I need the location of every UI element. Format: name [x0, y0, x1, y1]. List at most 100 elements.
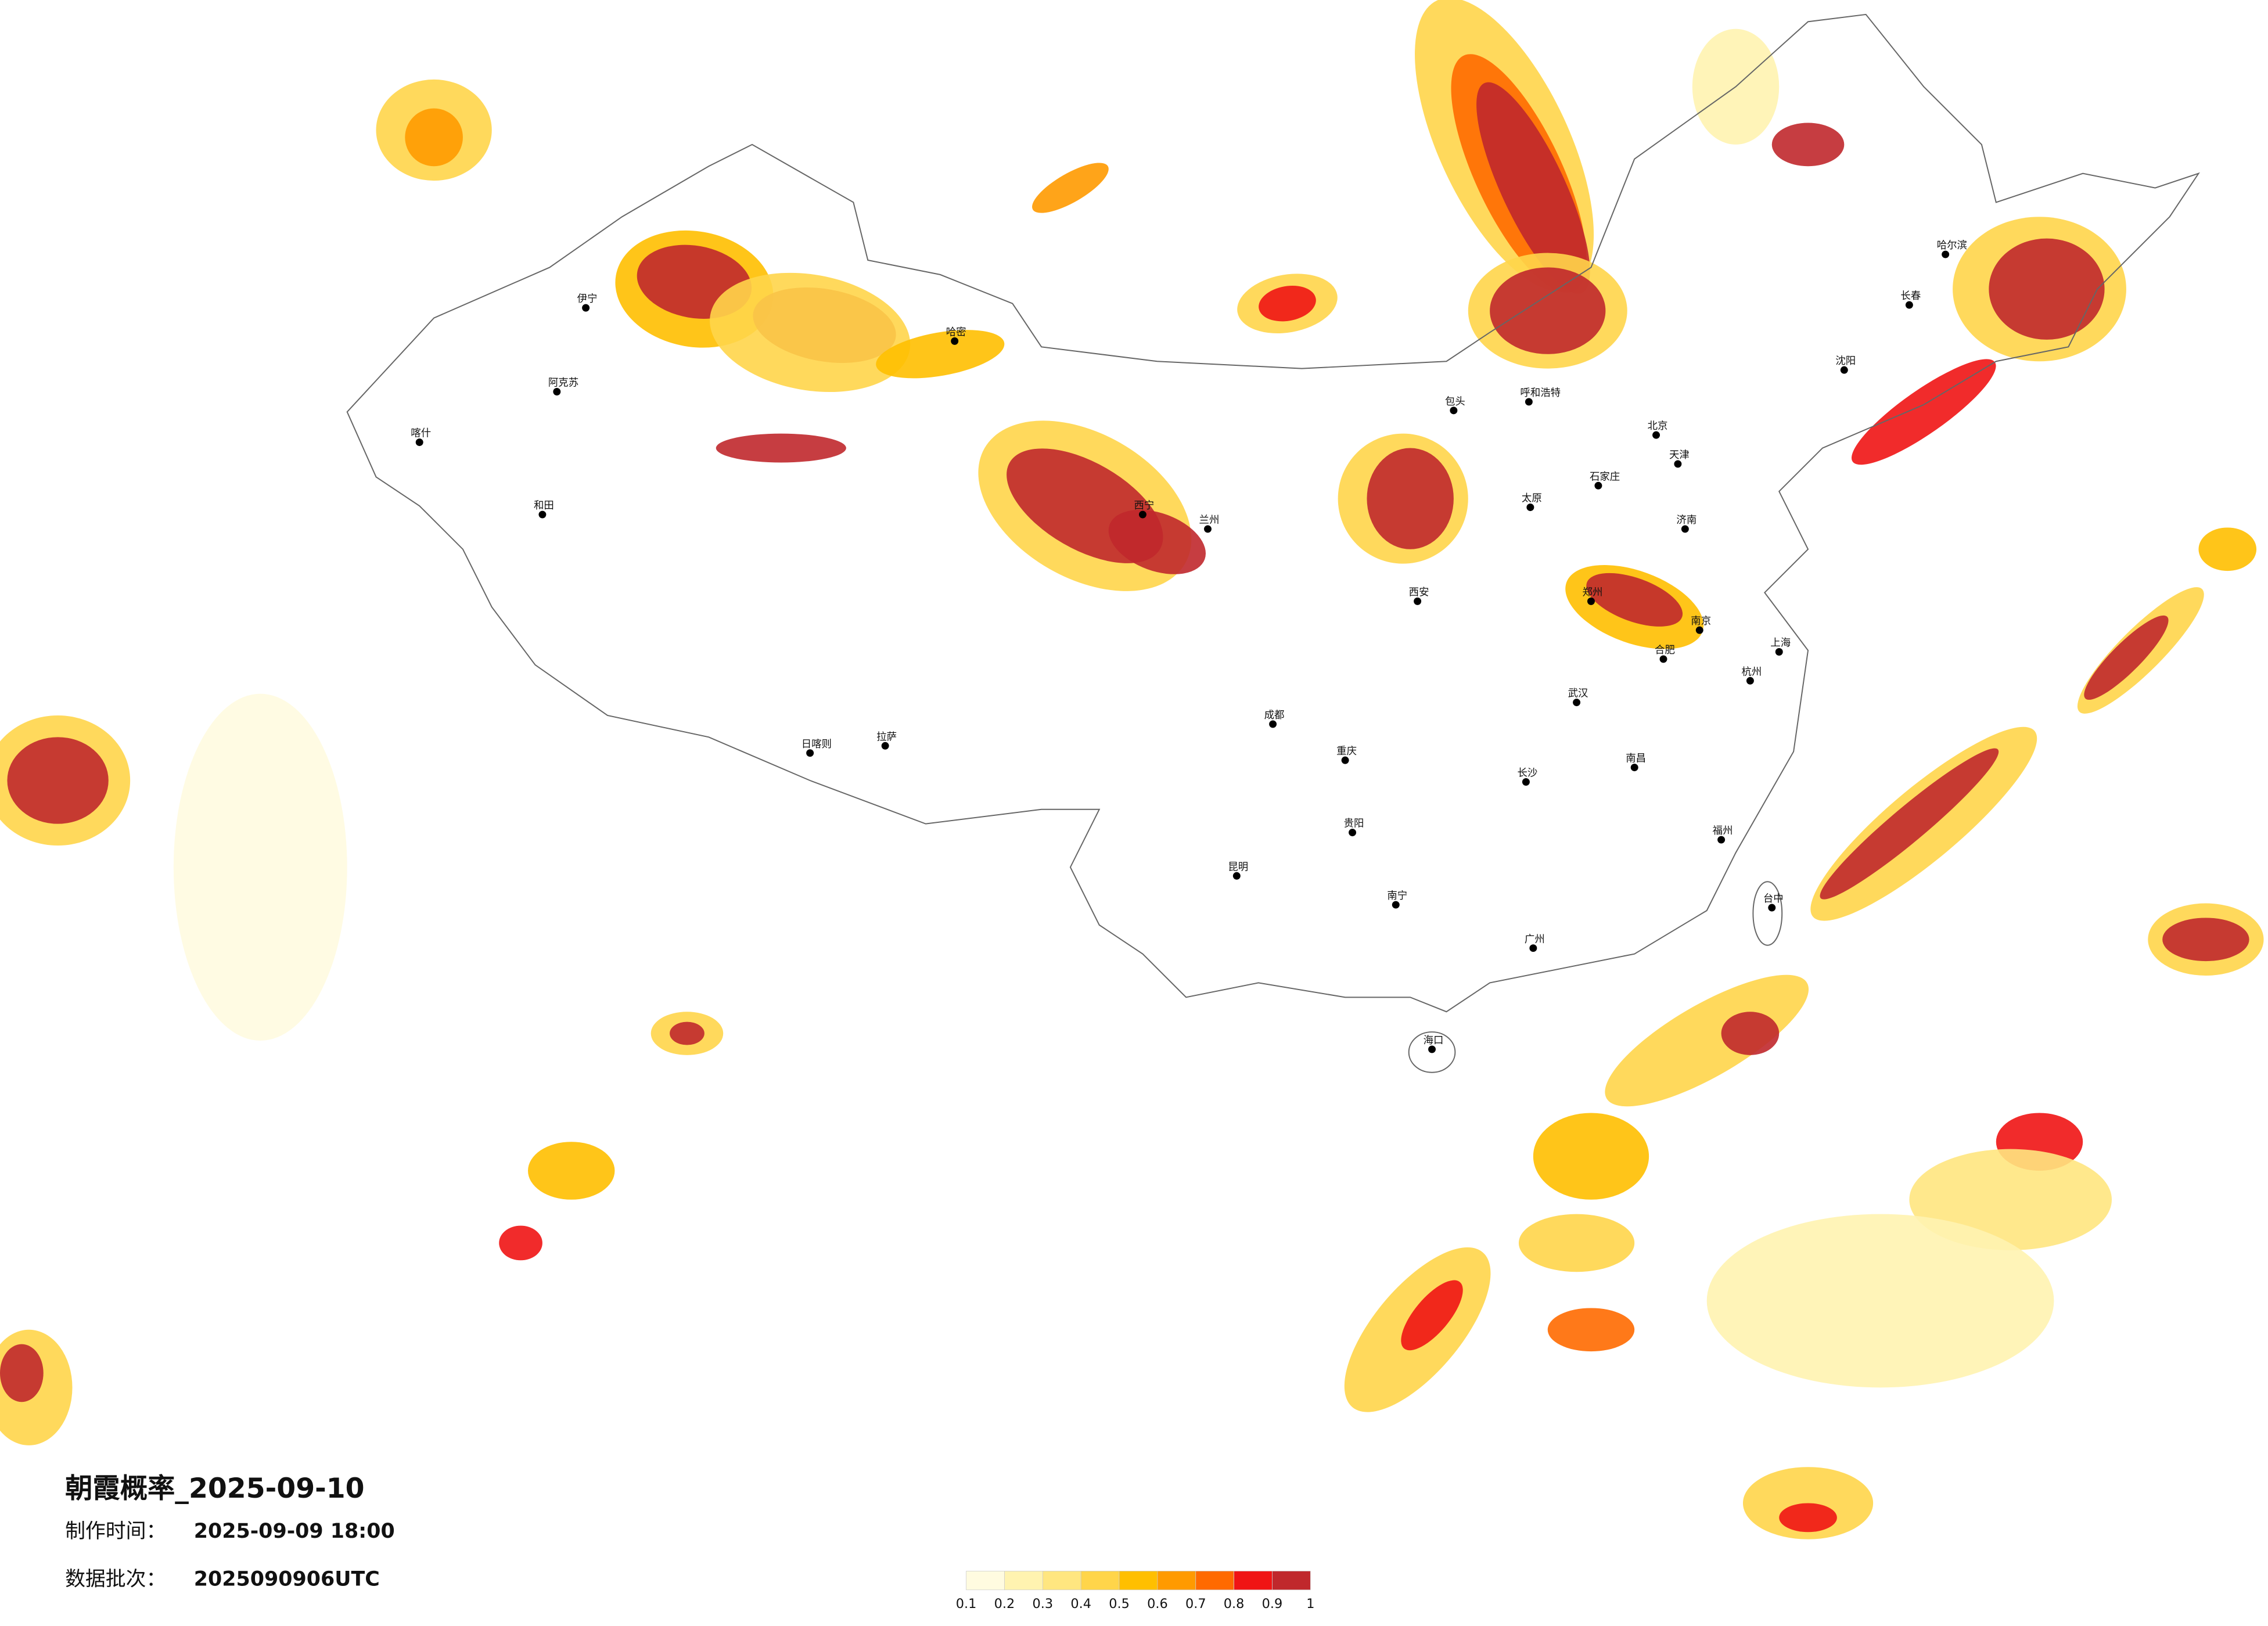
heat-area	[1706, 1214, 2054, 1388]
heat-area	[1476, 82, 1590, 294]
make-time-label: 制作时间：	[65, 1520, 166, 1543]
heat-area	[0, 1344, 44, 1402]
heat-area	[1518, 1214, 1635, 1272]
hainan-outline	[1408, 1031, 1456, 1073]
heat-layer	[0, 0, 2264, 1539]
city-dot	[1768, 904, 1776, 912]
make-time: 2025-09-09 18:00	[194, 1520, 395, 1543]
city-dot	[1674, 460, 1682, 468]
city-dot	[1681, 525, 1689, 533]
colorbar-box	[1195, 1571, 1234, 1591]
city-dot	[415, 438, 423, 447]
heat-area	[405, 108, 463, 167]
colorbar-box	[1272, 1571, 1311, 1591]
city-label: 沈阳	[1835, 355, 1856, 367]
city-label: 长春	[1900, 290, 1921, 302]
map-title: 朝霞概率_2025-09-10	[65, 1473, 365, 1505]
city-label: 贵阳	[1344, 818, 1364, 830]
city-label: 上海	[1770, 638, 1791, 649]
colorbar-box	[1042, 1571, 1081, 1591]
city-label: 西安	[1409, 587, 1429, 598]
city-label: 和田	[534, 500, 554, 512]
heat-area	[7, 737, 109, 824]
city-label: 重庆	[1336, 746, 1357, 757]
city-dot	[1138, 510, 1146, 519]
city-label: 台中	[1763, 893, 1784, 905]
city-label: 阿克苏	[548, 377, 578, 389]
batch: 2025090906UTC	[194, 1567, 380, 1591]
city-dot	[1232, 872, 1241, 880]
heat-area	[1779, 1503, 1837, 1533]
colorbar-box	[1004, 1571, 1043, 1591]
heat-area	[1533, 1113, 1649, 1200]
heat-area	[670, 1021, 705, 1045]
heat-area	[1605, 974, 1809, 1107]
colorbar-tick-label: 0.3	[1033, 1596, 1054, 1611]
city-label: 福州	[1713, 825, 1733, 837]
heat-area	[1989, 238, 2105, 340]
city-dot	[1526, 503, 1534, 512]
city-label: 海口	[1424, 1035, 1444, 1046]
colorbar-tick-label: 0.8	[1224, 1596, 1245, 1611]
city-label: 北京	[1648, 420, 1668, 432]
city-label: 西宁	[1134, 500, 1155, 512]
colorbar: 0.1 0.2 0.3 0.4 0.5 0.6 0.7 0.8 0.9 1	[956, 1571, 1314, 1611]
city-dot	[1525, 398, 1533, 406]
colorbar-box	[966, 1571, 1005, 1591]
city-dot	[951, 337, 959, 345]
city-label: 郑州	[1583, 587, 1603, 598]
city-label: 南京	[1691, 616, 1711, 627]
city-label: 南昌	[1626, 753, 1646, 765]
heat-area	[1771, 123, 1845, 167]
heat-area	[1259, 286, 1316, 322]
city-dot	[538, 510, 547, 519]
city-dot	[1746, 677, 1754, 685]
heat-area	[2162, 918, 2249, 962]
heat-area	[499, 1225, 542, 1261]
colorbar-tick-label: 0.4	[1070, 1596, 1091, 1611]
taiwan-outline	[1752, 881, 1783, 946]
city-dot	[1204, 525, 1212, 533]
city-dot	[1905, 301, 1913, 309]
city-dot	[1659, 655, 1667, 663]
heat-area	[1108, 509, 1206, 574]
heat-area	[1401, 1280, 1463, 1351]
city-label: 拉萨	[876, 731, 897, 743]
city-label: 杭州	[1741, 666, 1762, 678]
heat-area	[2198, 527, 2257, 571]
colorbar-tick-label: 0.7	[1185, 1596, 1206, 1611]
colorbar-tick-label: 1	[1306, 1596, 1314, 1611]
city-dot	[1775, 648, 1783, 656]
city-dot	[806, 749, 814, 757]
heat-area	[1032, 163, 1109, 213]
heat-area	[1547, 1308, 1635, 1352]
city-label: 天津	[1669, 449, 1690, 461]
city-label: 合肥	[1655, 645, 1675, 656]
colorbar-box	[1157, 1571, 1196, 1591]
city-label: 日喀则	[801, 739, 832, 750]
heat-area	[528, 1142, 615, 1200]
city-dot	[1652, 431, 1660, 439]
colorbar-box	[1080, 1571, 1120, 1591]
heat-area	[173, 693, 347, 1041]
city-dot	[1840, 366, 1848, 374]
heat-area	[876, 330, 1005, 379]
batch-label: 数据批次：	[65, 1567, 166, 1591]
city-dot	[1942, 250, 1950, 258]
city-dot	[1695, 626, 1703, 634]
city-dot	[1630, 764, 1638, 772]
city-dot	[1529, 944, 1537, 952]
city-label: 哈尔滨	[1937, 240, 1967, 251]
city-dot	[1269, 720, 1277, 728]
city-label: 武汉	[1568, 688, 1588, 700]
colorbar-tick-label: 0.9	[1262, 1596, 1283, 1611]
city-label: 石家庄	[1590, 471, 1620, 483]
city-dot	[1349, 829, 1357, 837]
colorbar-box	[1119, 1571, 1158, 1591]
city-dot	[881, 742, 889, 750]
city-dot	[1573, 699, 1581, 707]
heat-area	[1367, 448, 1454, 549]
city-label: 伊宁	[577, 293, 598, 305]
city-dot	[1392, 901, 1400, 909]
